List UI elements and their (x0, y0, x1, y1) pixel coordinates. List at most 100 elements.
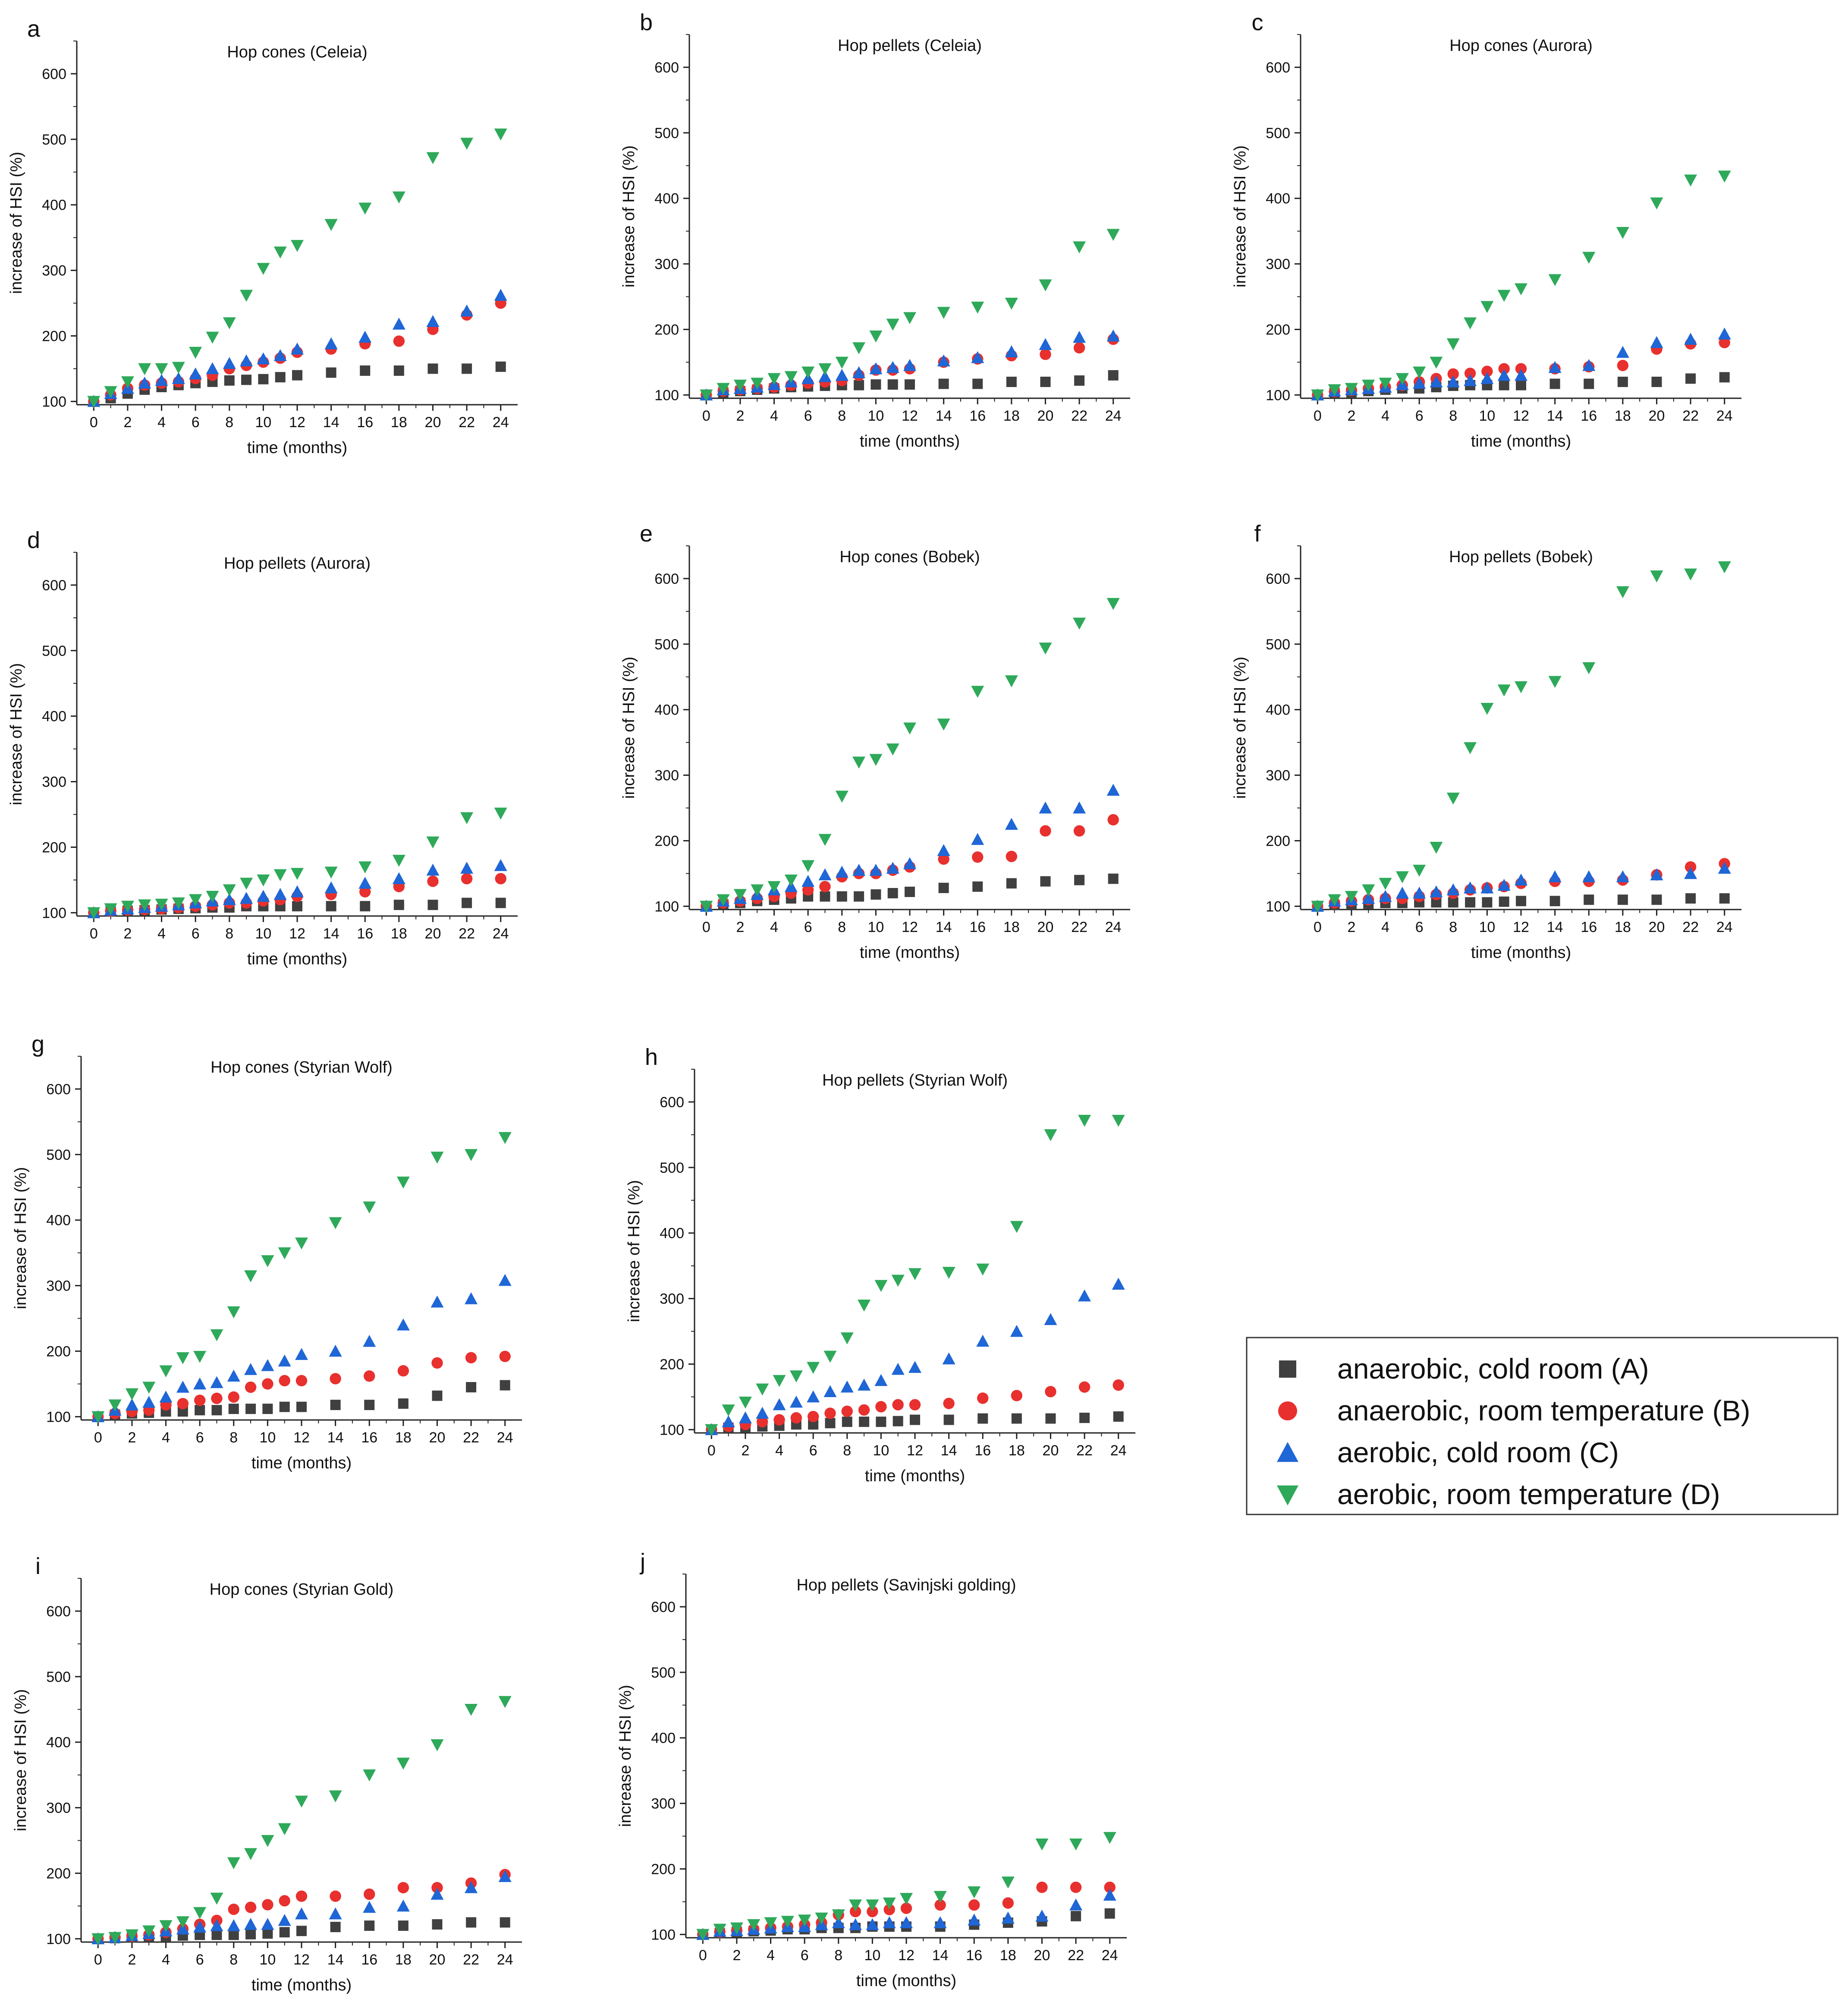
y-tick-label: 500 (1266, 125, 1290, 142)
y-tick-label: 200 (654, 833, 679, 850)
data-point-D (1497, 684, 1511, 697)
y-tick-label: 300 (42, 774, 66, 790)
y-tick-label: 600 (651, 1599, 676, 1615)
data-point-D (1548, 676, 1562, 688)
data-point-C (1413, 377, 1426, 389)
data-point-C (498, 1870, 512, 1882)
x-tick-label: 8 (1449, 408, 1457, 424)
data-point-A (1006, 878, 1017, 889)
x-tick-label: 16 (966, 1947, 982, 1964)
data-point-A (211, 1405, 222, 1416)
data-point-A (228, 1404, 239, 1414)
y-tick-label: 400 (42, 708, 66, 725)
data-point-D (138, 899, 151, 912)
data-point-B (1040, 825, 1051, 837)
data-point-C (291, 885, 304, 897)
data-point-A (245, 1929, 256, 1939)
data-point-A (245, 1404, 256, 1414)
data-point-D (1616, 586, 1629, 598)
data-point-A (462, 897, 472, 908)
x-tick-label: 4 (157, 926, 166, 942)
x-tick-label: 6 (804, 408, 812, 424)
data-point-D (751, 378, 764, 390)
x-tick-label: 12 (902, 408, 918, 424)
data-point-B (1113, 1379, 1124, 1391)
data-point-D (155, 898, 168, 911)
data-point-C (1103, 1889, 1116, 1901)
data-point-C (1616, 870, 1629, 882)
data-point-B (875, 1401, 887, 1413)
data-point-C (431, 1888, 444, 1900)
data-point-D (396, 1176, 410, 1189)
data-point-A (1071, 1911, 1081, 1921)
data-point-C (866, 1918, 879, 1930)
series-B (92, 1869, 511, 1945)
data-point-D (431, 1152, 444, 1164)
y-tick-label: 600 (42, 577, 66, 594)
data-point-D (244, 1270, 258, 1282)
x-tick-label: 0 (702, 919, 710, 935)
x-tick-label: 8 (225, 414, 233, 431)
data-point-A (854, 891, 864, 902)
y-tick-label: 600 (46, 1081, 71, 1098)
data-point-A (1465, 897, 1476, 908)
data-point-C (223, 893, 236, 905)
x-tick-label: 22 (459, 414, 475, 431)
data-point-A (466, 1382, 477, 1393)
data-point-D (818, 363, 832, 375)
panel-letter: j (639, 1549, 645, 1575)
data-point-D (159, 1920, 173, 1933)
series-B (706, 1379, 1124, 1436)
y-tick-label: 100 (654, 898, 679, 915)
data-point-B (245, 1381, 257, 1393)
data-point-D (1069, 1839, 1083, 1851)
data-point-A (859, 1417, 870, 1427)
data-point-B (364, 1888, 375, 1900)
data-point-C (1005, 818, 1018, 830)
data-point-D (460, 138, 474, 150)
x-tick-label: 18 (1000, 1947, 1016, 1964)
x-tick-label: 8 (225, 926, 233, 942)
data-point-B (1040, 349, 1051, 360)
legend-box (1246, 1337, 1839, 1515)
data-point-D (273, 246, 287, 259)
data-point-C (818, 370, 832, 382)
data-point-B (461, 873, 473, 885)
data-point-D (883, 1897, 896, 1910)
x-tick-label: 6 (196, 1429, 204, 1446)
data-point-D (1582, 252, 1596, 264)
data-point-B (295, 1375, 308, 1387)
data-point-C (1005, 345, 1018, 357)
data-point-B (359, 886, 371, 897)
x-axis-label: time (months) (860, 432, 960, 450)
y-tick-label: 400 (654, 702, 679, 718)
panel-letter: h (645, 1044, 658, 1070)
data-point-C (1379, 890, 1392, 902)
data-point-C (971, 351, 984, 363)
data-point-A (977, 1413, 988, 1424)
data-point-A (393, 365, 404, 376)
data-point-C (1684, 333, 1697, 345)
data-point-D (1005, 298, 1018, 310)
data-point-A (500, 1380, 510, 1391)
data-point-B (397, 1365, 409, 1377)
data-point-C (1112, 1278, 1125, 1290)
data-point-D (937, 307, 950, 319)
data-point-D (1430, 841, 1443, 854)
data-point-B (1045, 1386, 1056, 1398)
data-point-C (278, 1914, 291, 1926)
y-tick-label: 300 (660, 1291, 684, 1307)
data-point-C (1430, 885, 1443, 897)
data-point-D (460, 812, 474, 825)
data-point-A (1104, 1908, 1115, 1919)
data-point-D (431, 1739, 444, 1751)
y-tick-label: 100 (46, 1409, 71, 1425)
data-point-C (392, 318, 405, 330)
data-point-B (495, 873, 506, 885)
data-point-D (730, 1922, 743, 1935)
data-point-D (1078, 1114, 1091, 1127)
data-point-A (1045, 1413, 1056, 1424)
data-point-A (228, 1930, 239, 1940)
data-point-D (781, 1916, 794, 1928)
